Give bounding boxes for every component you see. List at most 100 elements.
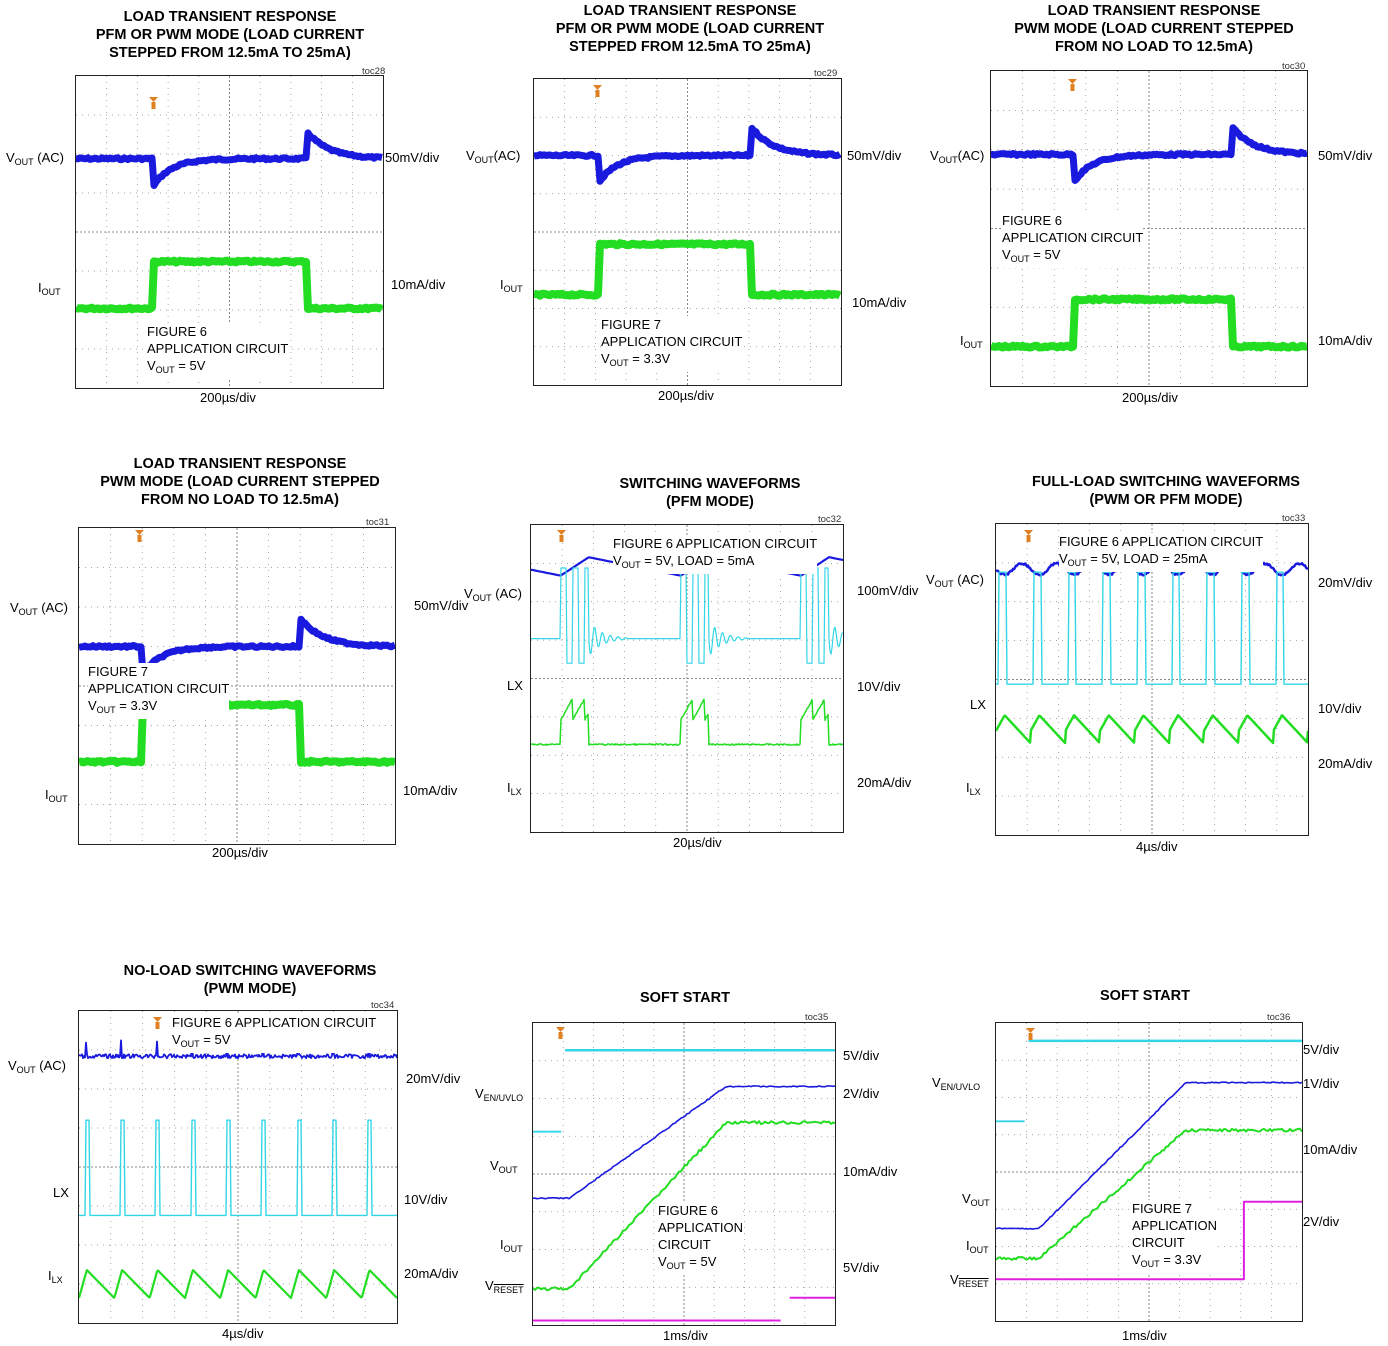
- scale-vreset: 5V/div: [843, 1260, 880, 1275]
- toc-label: toc35: [805, 1012, 829, 1023]
- trace-vout: [79, 1039, 397, 1060]
- time-scale: 4µs/div: [222, 1326, 264, 1341]
- scale-ilx: 20mA/div: [857, 775, 912, 790]
- label-vout-ac: VOUT (AC): [8, 1058, 67, 1075]
- annotation-circuit: FIGURE 6 APPLICATION CIRCUIT VOUT = 5V: [147, 323, 289, 379]
- toc-label: toc36: [1267, 1012, 1291, 1023]
- toc-label: toc33: [1282, 513, 1306, 524]
- scale-vout: 20mV/div: [406, 1071, 461, 1086]
- chart-title: LOAD TRANSIENT RESPONSE PWM MODE (LOAD C…: [100, 456, 380, 508]
- panel-toc33: FULL-LOAD SWITCHING WAVEFORMS (PWM OR PF…: [920, 445, 1388, 875]
- trace-iout: [533, 1120, 835, 1292]
- panel-toc30: LOAD TRANSIENT RESPONSE PWM MODE (LOAD C…: [920, 0, 1388, 420]
- trigger-marker-icon: [135, 529, 144, 542]
- scale-vout: 2V/div: [843, 1086, 880, 1101]
- scale-iout: 10mA/div: [391, 277, 446, 292]
- trigger-marker-icon: [1024, 529, 1033, 542]
- scale-ven: 5V/div: [843, 1048, 880, 1063]
- chart-title: LOAD TRANSIENT RESPONSE PFM OR PWM MODE …: [95, 9, 365, 61]
- panel-toc31: LOAD TRANSIENT RESPONSE PWM MODE (LOAD C…: [0, 445, 468, 875]
- scale-ilx: 20mA/div: [1318, 756, 1373, 771]
- scale-lx: 10V/div: [404, 1192, 448, 1207]
- scope-screen: [532, 1022, 836, 1326]
- scope-traces: [533, 1023, 835, 1325]
- trigger-marker-icon: [1068, 78, 1077, 91]
- trace-ilx: [79, 1269, 397, 1300]
- scope-screen: [78, 1010, 398, 1324]
- label-ilx: ILX: [966, 780, 981, 797]
- label-vout-ac: VOUT(AC): [466, 148, 521, 165]
- trace-iout: [534, 239, 841, 300]
- scale-vout: 50mV/div: [1318, 148, 1373, 163]
- label-vout-ac: VOUT (AC): [926, 572, 985, 589]
- label-vout-ac: VOUT (AC): [6, 150, 65, 167]
- annotation-circuit: FIGURE 6 APPLICATION CIRCUIT VOUT = 5V: [658, 1202, 744, 1275]
- annotation-circuit: FIGURE 7 APPLICATION CIRCUIT VOUT = 3.3V: [88, 663, 230, 719]
- trace-lx: [531, 567, 843, 664]
- scale-ven: 5V/div: [1303, 1042, 1340, 1057]
- label-lx: LX: [53, 1185, 69, 1200]
- label-vout-ac: VOUT(AC): [930, 148, 985, 165]
- trace-vout: [533, 1085, 835, 1200]
- toc-label: toc32: [818, 514, 842, 525]
- scale-lx: 10V/div: [857, 679, 901, 694]
- annotation-circuit: FIGURE 6 APPLICATION CIRCUIT VOUT = 5V, …: [613, 535, 818, 574]
- graticule: [534, 79, 841, 385]
- time-scale: 4µs/div: [1136, 839, 1178, 854]
- scope-screen: [995, 1022, 1303, 1322]
- trigger-marker-icon: [556, 1026, 565, 1039]
- scope-traces: [76, 76, 383, 388]
- label-iout: IOUT: [500, 1237, 523, 1254]
- time-scale: 1ms/div: [1122, 1328, 1167, 1343]
- scale-vout: 50mV/div: [385, 150, 440, 165]
- scope-traces: [996, 1023, 1302, 1321]
- trace-vout: [76, 129, 383, 189]
- label-vout-ac: VOUT (AC): [10, 600, 69, 617]
- time-scale: 20µs/div: [673, 835, 722, 850]
- trace-iout: [76, 256, 383, 314]
- annotation-circuit: FIGURE 7 APPLICATION CIRCUIT VOUT = 3.3V: [1132, 1200, 1218, 1273]
- panel-toc34: NO-LOAD SWITCHING WAVEFORMS (PWM MODE) t…: [0, 940, 460, 1346]
- time-scale: 1ms/div: [663, 1328, 708, 1343]
- scale-vreset: 2V/div: [1303, 1214, 1340, 1229]
- time-scale: 200µs/div: [212, 845, 268, 860]
- scale-vout: 50mV/div: [414, 598, 469, 613]
- annotation-circuit: FIGURE 6 APPLICATION CIRCUIT VOUT = 5V: [172, 1014, 377, 1053]
- label-vout: VOUT: [490, 1158, 518, 1175]
- panel-toc36: SOFT START toc36 VEN/UVLO VOUT IOUT VRES…: [920, 940, 1388, 1346]
- panel-toc35: SOFT START toc35 VEN/UVLO VOUT IOUT VRES…: [460, 940, 920, 1346]
- trace-vout: [534, 124, 841, 185]
- label-lx: LX: [970, 697, 986, 712]
- label-iout: IOUT: [500, 277, 523, 294]
- trace-lx: [996, 571, 1308, 685]
- scale-vout: 20mV/div: [1318, 575, 1373, 590]
- chart-title: SOFT START: [640, 990, 730, 1006]
- trigger-marker-icon: [149, 96, 158, 109]
- scope-traces: [534, 79, 841, 385]
- toc-label: toc28: [362, 66, 386, 77]
- scope-screen: [530, 524, 844, 833]
- time-scale: 200µs/div: [200, 390, 256, 405]
- scale-vout: 100mV/div: [857, 583, 919, 598]
- label-iout: IOUT: [960, 333, 983, 350]
- trigger-marker-icon: [557, 529, 566, 542]
- label-ilx: ILX: [507, 780, 522, 797]
- trace-iout: [79, 700, 395, 767]
- toc-label: toc29: [814, 68, 838, 79]
- trigger-marker-icon: [153, 1016, 162, 1029]
- scale-iout: 10mA/div: [403, 783, 458, 798]
- trace-vout: [991, 124, 1307, 184]
- annotation-circuit: FIGURE 6 APPLICATION CIRCUIT VOUT = 5V, …: [1059, 533, 1264, 572]
- scope-traces: [79, 1011, 397, 1323]
- scale-iout: 10mA/div: [1303, 1142, 1358, 1157]
- scope-screen: [995, 523, 1309, 836]
- scale-ilx: 20mA/div: [404, 1266, 459, 1281]
- label-ilx: ILX: [48, 1268, 63, 1285]
- trace-iout: [996, 1127, 1302, 1261]
- label-vreset: VRESET: [950, 1272, 989, 1289]
- label-iout: IOUT: [966, 1238, 989, 1255]
- chart-title: SWITCHING WAVEFORMS (PFM MODE): [619, 476, 801, 510]
- trace-ilx: [996, 714, 1308, 745]
- chart-title: LOAD TRANSIENT RESPONSE PWM MODE (LOAD C…: [1014, 3, 1294, 55]
- graticule: [996, 1023, 1302, 1321]
